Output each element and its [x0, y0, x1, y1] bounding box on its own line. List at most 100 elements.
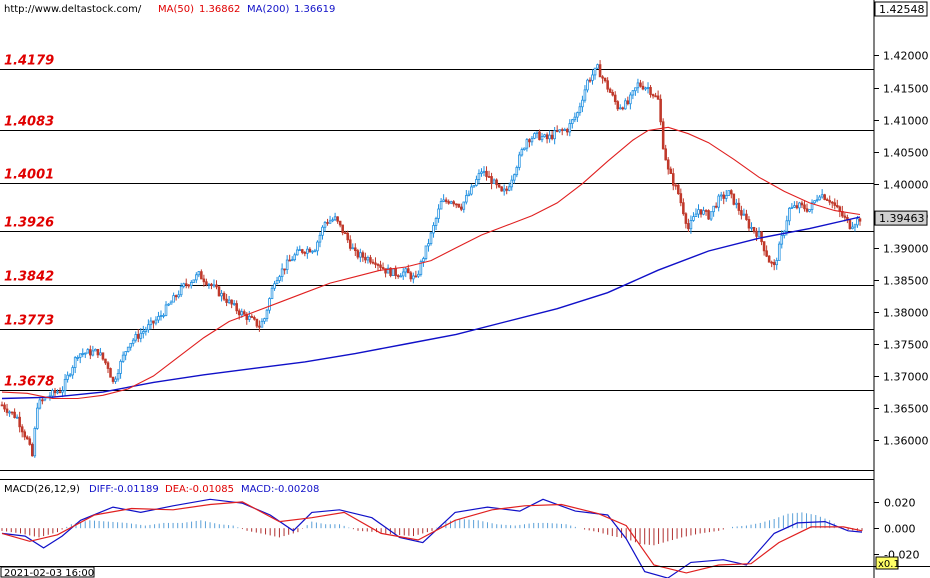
candle-body — [260, 320, 264, 328]
candle-body — [25, 436, 29, 440]
candle-body — [149, 320, 153, 326]
candle-body — [750, 227, 753, 229]
candle-body — [452, 201, 455, 205]
candle-body — [394, 268, 397, 276]
candle-body — [182, 283, 185, 287]
candle-body — [202, 278, 206, 283]
candle-body — [3, 404, 6, 410]
candle-body — [666, 159, 670, 170]
candle-body — [709, 211, 713, 220]
candle-body — [195, 274, 198, 281]
candle-body — [639, 82, 642, 87]
candle-body — [444, 199, 448, 202]
candle-body — [94, 348, 97, 352]
candle-body — [687, 223, 690, 230]
candle-body — [500, 186, 503, 192]
candle-body — [293, 254, 297, 261]
candle-body — [545, 134, 549, 140]
candle-body — [823, 194, 826, 200]
candle-body — [316, 241, 319, 252]
candle-body — [30, 444, 34, 457]
candle-body — [38, 399, 42, 409]
candle-body — [364, 256, 367, 261]
candle-body — [429, 232, 433, 245]
candle-body — [462, 201, 466, 210]
candle-body — [328, 220, 332, 224]
candle-body — [359, 252, 362, 258]
candle-body — [636, 82, 640, 89]
zoom-level[interactable]: x0.1 — [878, 559, 900, 570]
candle-body — [104, 358, 107, 364]
candle-body — [124, 351, 127, 356]
candle-body — [253, 317, 256, 320]
candle-body — [697, 209, 700, 215]
candle-body — [490, 176, 493, 184]
price-tick-label: 1.41000 — [883, 115, 929, 128]
candle-body — [8, 411, 11, 414]
candle-body — [417, 273, 420, 277]
candle-body — [318, 234, 322, 243]
candle-body — [295, 249, 299, 256]
ma50-value: 1.36862 — [199, 4, 240, 15]
candle-body — [520, 149, 524, 156]
candle-body — [497, 184, 501, 188]
candle-body — [502, 188, 506, 192]
candle-body — [785, 220, 789, 232]
candle-body — [558, 129, 561, 132]
price-tick-label: 1.42000 — [883, 50, 929, 63]
candle-body — [571, 119, 574, 124]
candle-body — [805, 208, 809, 212]
candle-body — [290, 259, 294, 262]
candle-body — [275, 280, 279, 285]
candle-body — [674, 184, 678, 187]
candle-body — [851, 226, 854, 230]
candle-body — [162, 314, 165, 317]
candle-body — [596, 64, 599, 69]
candle-body — [606, 80, 609, 90]
zoom-box[interactable] — [875, 556, 899, 570]
candle-body — [255, 318, 259, 327]
candle-body — [815, 199, 819, 202]
candle-body — [671, 173, 675, 186]
candle-body — [28, 438, 32, 445]
macd-tick-label: 0.020 — [884, 497, 916, 510]
candle-body — [126, 346, 130, 352]
candle-body — [724, 195, 728, 199]
candle-body — [306, 248, 309, 254]
candle-body — [401, 271, 405, 277]
candle-body — [10, 411, 14, 414]
candle-body — [757, 231, 761, 237]
candle-body — [270, 287, 274, 299]
candle-body — [550, 134, 554, 140]
candle-body — [232, 303, 236, 305]
candle-body — [179, 285, 183, 296]
candle-body — [333, 216, 337, 221]
candle-body — [313, 250, 317, 253]
candle-body — [116, 373, 120, 380]
candle-body — [404, 268, 408, 273]
candle-body — [210, 283, 213, 286]
candle-body — [51, 390, 54, 397]
candle-body — [422, 258, 425, 262]
candle-body — [265, 309, 269, 320]
candle-body — [730, 190, 733, 195]
candle-body — [58, 391, 62, 394]
candle-body — [288, 259, 291, 262]
candle-body — [737, 202, 741, 211]
candle-body — [654, 95, 657, 98]
candle-body — [217, 286, 221, 297]
candle-body — [263, 318, 266, 322]
candle-body — [311, 250, 314, 253]
candle-body — [111, 376, 115, 382]
candle-body — [134, 334, 138, 341]
candle-body — [389, 267, 392, 276]
level-label: 1.3842 — [4, 270, 54, 285]
candle-body — [439, 201, 443, 210]
candle-body — [215, 284, 218, 288]
candle-body — [775, 260, 779, 266]
candle-body — [798, 202, 801, 209]
candle-body — [56, 391, 59, 394]
candle-body — [767, 255, 771, 263]
candle-body — [732, 193, 736, 205]
